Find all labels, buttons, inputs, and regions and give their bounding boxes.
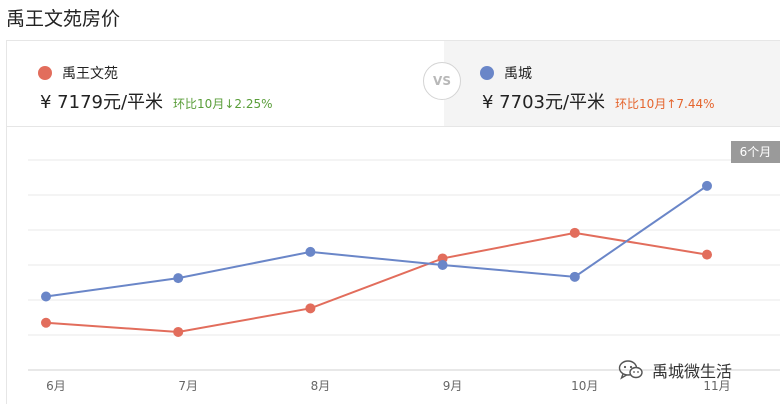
series-line <box>45 185 708 298</box>
data-point <box>702 180 712 191</box>
watermark: 禹城微生活 <box>618 358 732 382</box>
city-legend-dot <box>480 66 494 80</box>
city-name-row: 禹城 <box>480 63 532 83</box>
range-tab-6-months[interactable]: 6个月 <box>731 141 780 163</box>
compare-panel-city[interactable]: 禹城 ¥ 7703元/平米 环比10月↑7.44% <box>444 41 780 126</box>
data-point <box>173 326 184 337</box>
x-tick-label: 6月 <box>46 379 66 393</box>
compare-panel-community[interactable]: 禹王文苑 ¥ 7179元/平米 环比10月↓2.25% <box>7 41 444 126</box>
data-point <box>41 317 51 328</box>
series-line <box>45 231 708 333</box>
city-name: 禹城 <box>504 66 532 82</box>
community-price-row: ¥ 7179元/平米 环比10月↓2.25% <box>40 88 273 114</box>
price-comparison-header: 禹王文苑 ¥ 7179元/平米 环比10月↓2.25% 禹城 ¥ 7703元/平… <box>6 40 780 127</box>
vs-badge: VS <box>423 62 461 100</box>
chart-area <box>6 127 780 404</box>
city-price: ¥ 7703元/平米 <box>482 92 606 113</box>
data-point <box>41 291 51 302</box>
data-point <box>569 271 580 282</box>
community-name: 禹王文苑 <box>62 66 118 82</box>
x-tick-label: 8月 <box>311 379 331 393</box>
x-tick-label: 9月 <box>443 379 463 393</box>
community-legend-dot <box>38 66 52 80</box>
wechat-icon <box>618 360 643 380</box>
page-title: 禹王文苑房价 <box>6 8 121 30</box>
x-tick-label: 7月 <box>178 379 198 393</box>
x-tick-label: 10月 <box>571 379 598 393</box>
city-price-row: ¥ 7703元/平米 环比10月↑7.44% <box>482 88 715 114</box>
community-change: 环比10月↓2.25% <box>173 97 273 111</box>
community-price: ¥ 7179元/平米 <box>40 92 164 113</box>
data-point <box>305 246 316 257</box>
data-point <box>569 227 580 238</box>
watermark-text: 禹城微生活 <box>652 362 733 381</box>
data-point <box>437 260 448 270</box>
data-point <box>702 249 712 260</box>
data-point <box>305 303 316 314</box>
data-point <box>173 273 184 284</box>
x-tick-label: 11月 <box>703 379 730 393</box>
community-name-row: 禹王文苑 <box>38 63 118 83</box>
city-change: 环比10月↑7.44% <box>615 97 715 111</box>
